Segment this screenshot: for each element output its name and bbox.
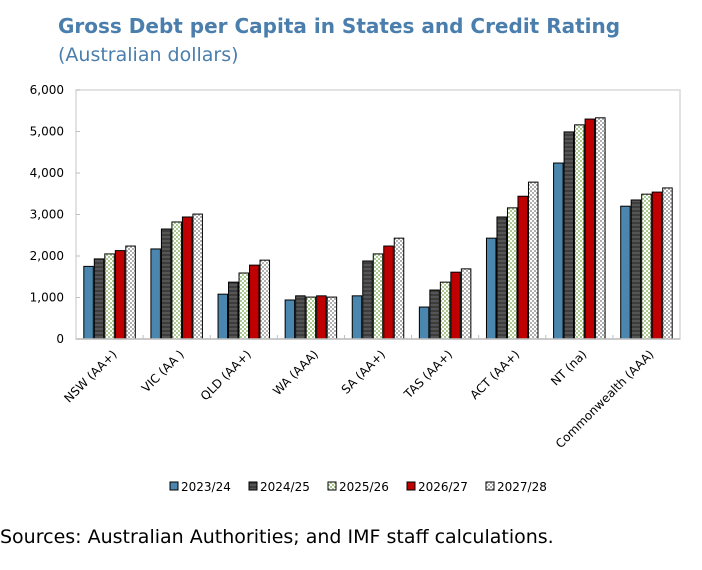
bar-2027-28 bbox=[460, 268, 472, 340]
bar-2023-24 bbox=[553, 162, 564, 340]
bar-2024-25 bbox=[630, 199, 642, 340]
y-tick-label: 5,000 bbox=[30, 125, 64, 139]
bar-2026-27 bbox=[517, 195, 528, 340]
bar-2024-25 bbox=[93, 258, 105, 340]
chart-title: Gross Debt per Capita in States and Cred… bbox=[58, 14, 621, 38]
x-tick-label: NT (na) bbox=[548, 347, 589, 388]
x-tick-label: TAS (AA+) bbox=[401, 347, 456, 402]
x-tick-label: VIC (AA ) bbox=[139, 347, 187, 395]
y-tick-label: 6,000 bbox=[30, 83, 64, 97]
legend-label: 2024/25 bbox=[260, 480, 310, 494]
bar-chart: 0 1,000 2,000 3,000 4,000 5,000 6,000 NSW (AA+)… bbox=[30, 83, 681, 494]
bar-2025-26 bbox=[305, 296, 317, 340]
x-tick-label: ACT (AA+) bbox=[467, 347, 522, 402]
bar-2027-28 bbox=[393, 237, 405, 340]
bar-2023-24 bbox=[83, 265, 94, 340]
bar-2023-24 bbox=[485, 237, 497, 340]
bar-2024-25 bbox=[160, 228, 172, 340]
y-tick-label: 3,000 bbox=[30, 208, 64, 222]
x-tick-label: SA (AA+) bbox=[339, 347, 389, 397]
legend-label: 2026/27 bbox=[418, 480, 468, 494]
x-tick-label: WA (AAA) bbox=[270, 347, 321, 398]
bar-2024-25 bbox=[295, 295, 306, 340]
bar-2025-26 bbox=[238, 272, 250, 340]
bar-2025-26 bbox=[171, 221, 182, 340]
bar-2024-25 bbox=[563, 131, 575, 340]
bar-2025-26 bbox=[372, 253, 384, 340]
bar-2026-27 bbox=[383, 245, 394, 340]
y-tick-label: 4,000 bbox=[30, 166, 64, 180]
bar-2026-27 bbox=[114, 250, 126, 340]
x-tick-label: QLD (AA+) bbox=[198, 347, 254, 403]
bar-2025-26 bbox=[641, 193, 652, 340]
bar-2025-26 bbox=[574, 124, 585, 340]
bar-2023-24 bbox=[217, 293, 229, 340]
bar-2026-27 bbox=[316, 295, 327, 340]
chart-subtitle: (Australian dollars) bbox=[58, 44, 239, 66]
legend-swatch bbox=[169, 481, 179, 491]
legend-label: 2027/28 bbox=[497, 480, 547, 494]
legend-swatch bbox=[485, 481, 495, 491]
bar-2025-26 bbox=[104, 253, 115, 340]
bar-2024-25 bbox=[496, 216, 507, 340]
bar-2024-25 bbox=[228, 281, 239, 340]
bar-2027-28 bbox=[259, 259, 271, 340]
y-tick-label: 0 bbox=[56, 332, 64, 346]
bar-2027-28 bbox=[125, 245, 136, 340]
bar-2027-28 bbox=[326, 296, 338, 340]
bar-2025-26 bbox=[439, 281, 451, 340]
legend-label: 2025/26 bbox=[339, 480, 389, 494]
bar-2027-28 bbox=[595, 117, 606, 340]
bar-2027-28 bbox=[662, 187, 673, 340]
source-note: Sources: Australian Authorities; and IMF… bbox=[0, 526, 554, 548]
legend-swatch bbox=[248, 481, 258, 491]
bar-2026-27 bbox=[249, 264, 260, 340]
x-tick-label: NSW (AA+) bbox=[61, 347, 119, 405]
bar-2024-25 bbox=[362, 260, 373, 340]
bar-2027-28 bbox=[192, 213, 203, 340]
bar-2026-27 bbox=[584, 118, 596, 340]
bar-2027-28 bbox=[527, 181, 539, 340]
legend-swatch bbox=[406, 481, 416, 491]
bar-2023-24 bbox=[150, 248, 161, 340]
bar-2023-24 bbox=[351, 295, 363, 340]
y-tick-label: 1,000 bbox=[30, 291, 64, 305]
bar-2023-24 bbox=[418, 306, 430, 340]
legend-swatch bbox=[327, 481, 337, 491]
legend-label: 2023/24 bbox=[181, 480, 231, 494]
bar-2023-24 bbox=[284, 299, 296, 340]
y-tick-label: 2,000 bbox=[30, 249, 64, 263]
bar-2026-27 bbox=[181, 216, 193, 340]
bar-2025-26 bbox=[506, 207, 518, 340]
bar-2026-27 bbox=[651, 191, 663, 340]
bar-2023-24 bbox=[620, 205, 631, 340]
bar-2026-27 bbox=[450, 271, 461, 340]
bar-2024-25 bbox=[429, 289, 440, 340]
